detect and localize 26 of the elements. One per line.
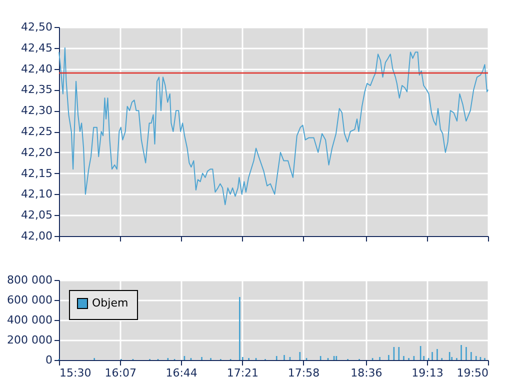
y-tick-label: 42,20 (21, 146, 52, 159)
y-tick-label: 800 000 (7, 274, 52, 286)
x-tick-label: 15:30 (60, 366, 92, 380)
y-tick-label: 200 000 (7, 334, 52, 346)
y-tick-label: 42,45 (21, 41, 52, 54)
x-tick-label: 18:36 (350, 366, 382, 380)
x-tick-label: 19:13 (412, 366, 444, 380)
x-tick-label: 19:50 (456, 366, 488, 380)
x-tick-label: 16:07 (104, 366, 136, 380)
y-tick-label: 400 000 (7, 314, 52, 326)
line-series (58, 47, 488, 206)
x-tick-label: 17:21 (226, 366, 259, 380)
y-tick-label: 42,15 (21, 166, 52, 180)
y-tick-label: 600 000 (7, 294, 52, 306)
legend-label: Objem (92, 296, 128, 310)
y-tick-label: 42,00 (21, 230, 52, 242)
y-tick-label: 42,05 (21, 208, 52, 222)
x-tick-label: 17:58 (288, 366, 320, 380)
y-tick-label: 42,35 (21, 83, 52, 96)
y-tick-label: 42,10 (21, 188, 52, 201)
y-tick-label: 42,50 (21, 20, 52, 34)
y-tick-label: 42,30 (21, 104, 52, 118)
y-tick-label: 42,40 (21, 62, 52, 76)
y-tick-label: 42,25 (21, 125, 52, 138)
x-tick-label: 16:44 (166, 366, 198, 380)
y-tick-label: 0 (46, 354, 52, 366)
